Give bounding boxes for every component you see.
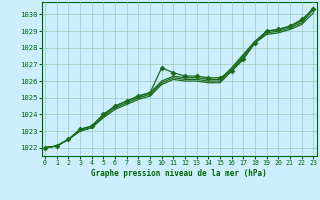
X-axis label: Graphe pression niveau de la mer (hPa): Graphe pression niveau de la mer (hPa) bbox=[91, 169, 267, 178]
